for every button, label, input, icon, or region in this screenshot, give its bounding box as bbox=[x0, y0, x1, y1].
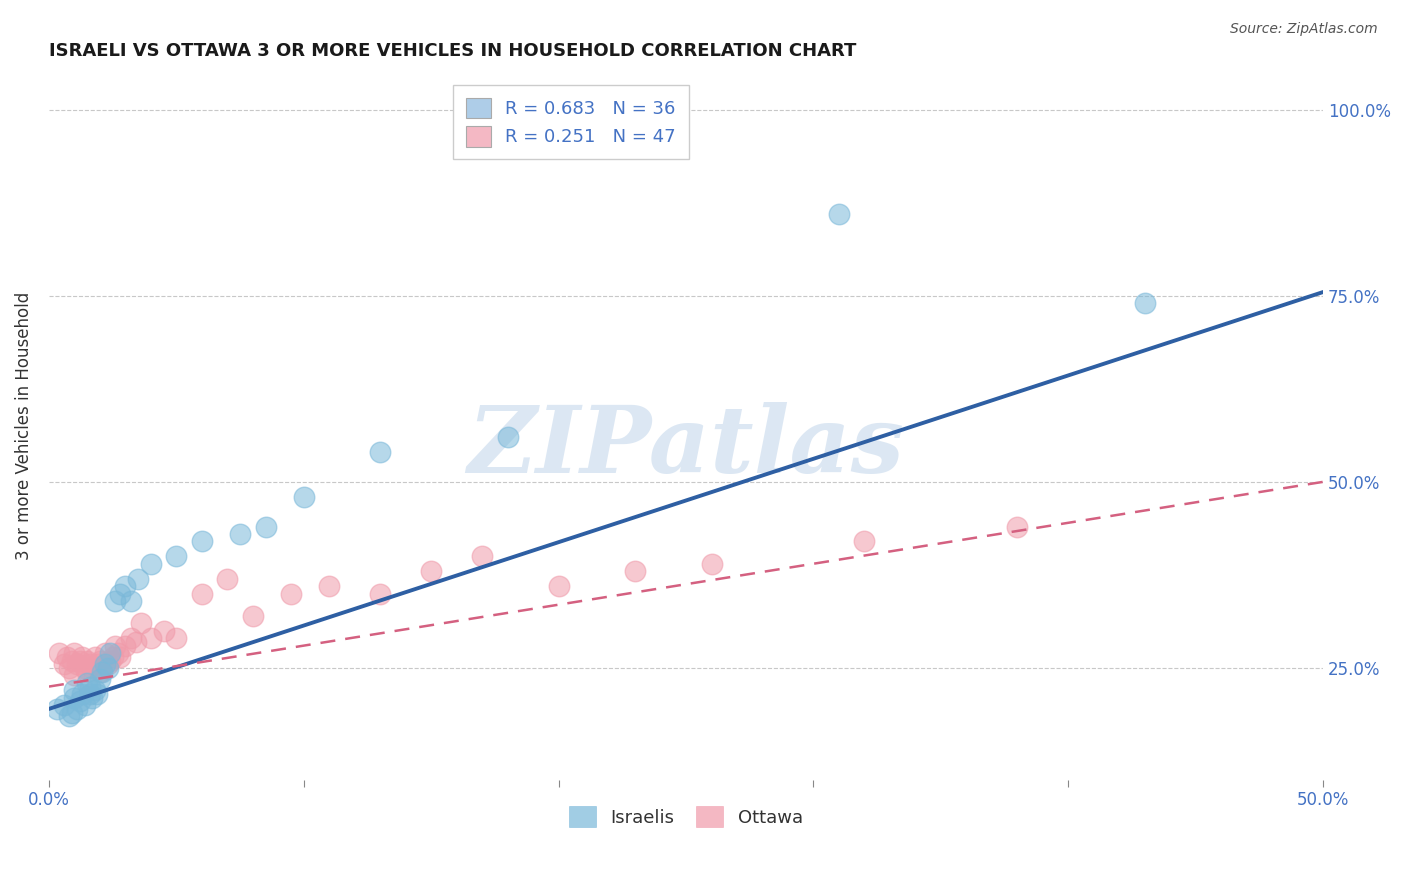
Legend: Israelis, Ottawa: Israelis, Ottawa bbox=[562, 799, 810, 834]
Point bbox=[114, 579, 136, 593]
Point bbox=[496, 430, 519, 444]
Point bbox=[58, 709, 80, 723]
Point bbox=[91, 665, 114, 679]
Point bbox=[547, 579, 569, 593]
Point bbox=[69, 653, 91, 667]
Point bbox=[471, 549, 494, 564]
Point bbox=[56, 649, 79, 664]
Point bbox=[1007, 519, 1029, 533]
Point bbox=[229, 527, 252, 541]
Point bbox=[89, 665, 111, 679]
Point bbox=[1133, 296, 1156, 310]
Point bbox=[165, 549, 187, 564]
Point bbox=[94, 657, 117, 672]
Point bbox=[368, 586, 391, 600]
Point bbox=[79, 687, 101, 701]
Text: Source: ZipAtlas.com: Source: ZipAtlas.com bbox=[1230, 22, 1378, 37]
Point bbox=[101, 649, 124, 664]
Point bbox=[853, 534, 876, 549]
Point bbox=[86, 687, 108, 701]
Point bbox=[127, 572, 149, 586]
Point bbox=[76, 653, 98, 667]
Point bbox=[66, 702, 89, 716]
Point bbox=[91, 661, 114, 675]
Point bbox=[700, 557, 723, 571]
Point bbox=[191, 534, 214, 549]
Point bbox=[104, 639, 127, 653]
Point bbox=[48, 646, 70, 660]
Point bbox=[97, 661, 120, 675]
Point bbox=[82, 690, 104, 705]
Point bbox=[53, 657, 76, 672]
Point bbox=[70, 649, 93, 664]
Point bbox=[120, 594, 142, 608]
Point bbox=[104, 594, 127, 608]
Point bbox=[66, 657, 89, 672]
Point bbox=[79, 680, 101, 694]
Point bbox=[89, 653, 111, 667]
Point bbox=[63, 690, 86, 705]
Point bbox=[624, 564, 647, 578]
Point bbox=[110, 649, 132, 664]
Point bbox=[60, 653, 83, 667]
Y-axis label: 3 or more Vehicles in Household: 3 or more Vehicles in Household bbox=[15, 292, 32, 560]
Point bbox=[83, 683, 105, 698]
Point bbox=[53, 698, 76, 713]
Point bbox=[79, 657, 101, 672]
Point bbox=[120, 631, 142, 645]
Point bbox=[63, 646, 86, 660]
Point bbox=[70, 687, 93, 701]
Point bbox=[292, 490, 315, 504]
Point bbox=[217, 572, 239, 586]
Point bbox=[94, 646, 117, 660]
Point bbox=[191, 586, 214, 600]
Point bbox=[107, 646, 129, 660]
Point bbox=[110, 586, 132, 600]
Point bbox=[368, 445, 391, 459]
Point bbox=[139, 631, 162, 645]
Point bbox=[89, 672, 111, 686]
Point bbox=[318, 579, 340, 593]
Point bbox=[98, 653, 121, 667]
Point bbox=[83, 649, 105, 664]
Point bbox=[280, 586, 302, 600]
Point bbox=[63, 668, 86, 682]
Text: ISRAELI VS OTTAWA 3 OR MORE VEHICLES IN HOUSEHOLD CORRELATION CHART: ISRAELI VS OTTAWA 3 OR MORE VEHICLES IN … bbox=[49, 42, 856, 60]
Point bbox=[152, 624, 174, 638]
Point bbox=[76, 665, 98, 679]
Point bbox=[45, 702, 67, 716]
Point bbox=[82, 661, 104, 675]
Point bbox=[242, 608, 264, 623]
Point bbox=[58, 661, 80, 675]
Point bbox=[139, 557, 162, 571]
Point bbox=[63, 683, 86, 698]
Point bbox=[60, 706, 83, 720]
Point bbox=[420, 564, 443, 578]
Point bbox=[73, 698, 96, 713]
Text: ZIPatlas: ZIPatlas bbox=[468, 402, 904, 492]
Point bbox=[97, 657, 120, 672]
Point bbox=[114, 639, 136, 653]
Point bbox=[165, 631, 187, 645]
Point bbox=[86, 657, 108, 672]
Point bbox=[76, 676, 98, 690]
Point bbox=[124, 635, 146, 649]
Point bbox=[98, 646, 121, 660]
Point bbox=[828, 207, 851, 221]
Point bbox=[129, 616, 152, 631]
Point bbox=[254, 519, 277, 533]
Point bbox=[73, 661, 96, 675]
Point bbox=[69, 694, 91, 708]
